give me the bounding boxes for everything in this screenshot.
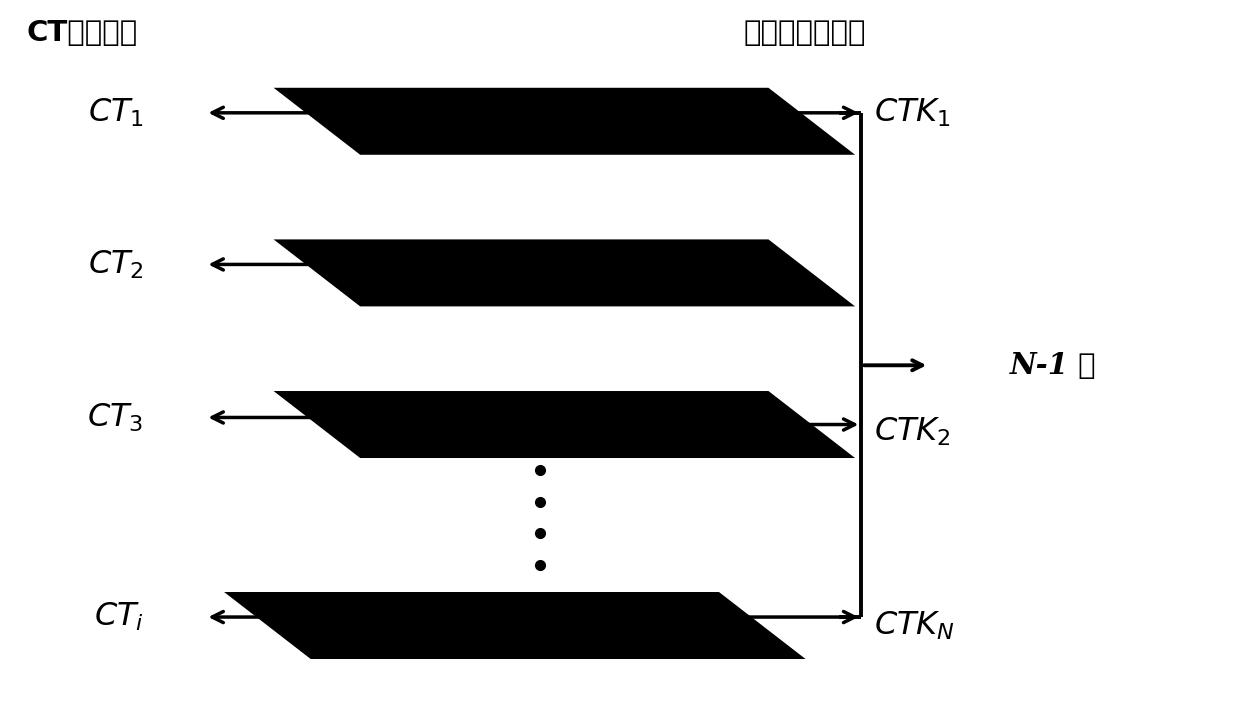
Text: $CT_1$: $CT_1$ xyxy=(88,96,144,129)
Polygon shape xyxy=(224,592,806,659)
Text: $CT_i$: $CT_i$ xyxy=(94,601,144,633)
Text: $CT_2$: $CT_2$ xyxy=(88,249,144,280)
Text: $CTK_1$: $CTK_1$ xyxy=(874,96,951,129)
Text: 关键帧序列图像: 关键帧序列图像 xyxy=(744,19,867,47)
Text: $CTK_2$: $CTK_2$ xyxy=(874,416,951,447)
Text: CT序列图像: CT序列图像 xyxy=(26,19,138,47)
Text: N-1 段: N-1 段 xyxy=(1009,350,1096,379)
Text: $CT_3$: $CT_3$ xyxy=(87,401,144,434)
Polygon shape xyxy=(274,391,856,458)
Polygon shape xyxy=(274,88,856,155)
Polygon shape xyxy=(274,239,856,307)
Text: $CTK_N$: $CTK_N$ xyxy=(874,610,955,641)
